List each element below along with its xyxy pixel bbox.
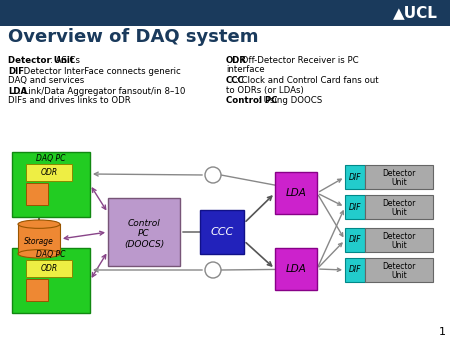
Bar [26, 164, 72, 181]
Text: LDA: LDA [8, 87, 27, 96]
Text: DIFs and drives links to ODR: DIFs and drives links to ODR [8, 96, 131, 105]
Bar [18, 224, 60, 254]
Circle shape [205, 262, 221, 278]
Text: PC: PC [138, 230, 150, 239]
Text: : ASICs: : ASICs [50, 56, 80, 65]
Text: : Off-Detector Receiver is PC: : Off-Detector Receiver is PC [236, 56, 358, 65]
Text: DAQ and services: DAQ and services [8, 76, 84, 85]
Bar [26, 260, 72, 277]
Text: DIF: DIF [349, 172, 361, 182]
Text: Detector: Detector [382, 199, 416, 208]
Bar [26, 279, 48, 301]
Ellipse shape [18, 250, 60, 258]
Text: : Using DOOCS: : Using DOOCS [258, 96, 323, 105]
Text: Overview of DAQ system: Overview of DAQ system [8, 28, 258, 46]
Bar [200, 210, 244, 254]
Text: Control: Control [128, 219, 160, 228]
Text: 1: 1 [438, 327, 446, 337]
Bar [26, 183, 48, 205]
Bar [365, 258, 433, 282]
Text: Detector Unit: Detector Unit [8, 56, 74, 65]
Text: DAQ PC: DAQ PC [36, 250, 66, 260]
Bar [365, 195, 433, 219]
Text: Unit: Unit [391, 208, 407, 217]
Text: ▲UCL: ▲UCL [392, 5, 437, 21]
Text: DAQ PC: DAQ PC [36, 154, 66, 164]
Text: Storage: Storage [24, 237, 54, 245]
Bar [365, 228, 433, 252]
Ellipse shape [18, 220, 60, 228]
Text: ODR: ODR [226, 56, 247, 65]
Text: CCC: CCC [211, 227, 234, 237]
Text: Control PC: Control PC [226, 96, 278, 105]
Text: : Link/Data Aggregator fansout/in 8–10: : Link/Data Aggregator fansout/in 8–10 [18, 87, 185, 96]
Bar [345, 165, 365, 189]
Text: interface: interface [226, 66, 265, 74]
Bar [0, 0, 450, 26]
Text: Unit: Unit [391, 178, 407, 187]
Text: ODR: ODR [40, 264, 58, 273]
Bar [345, 258, 365, 282]
Circle shape [205, 167, 221, 183]
Bar [12, 248, 90, 313]
Text: Unit: Unit [391, 271, 407, 280]
Text: Detector: Detector [382, 169, 416, 178]
Text: DIF: DIF [8, 67, 24, 75]
Text: ODR: ODR [40, 168, 58, 177]
Bar [275, 172, 317, 214]
Bar [365, 165, 433, 189]
Text: Unit: Unit [391, 241, 407, 250]
Bar [108, 198, 180, 266]
Text: DIF: DIF [349, 236, 361, 244]
Text: LDA: LDA [286, 264, 306, 274]
Text: to ODRs (or LDAs): to ODRs (or LDAs) [226, 86, 304, 95]
Text: Detector: Detector [382, 262, 416, 271]
Text: : Detector InterFace connects generic: : Detector InterFace connects generic [18, 67, 180, 75]
Bar [345, 228, 365, 252]
Text: (DOOCS): (DOOCS) [124, 240, 164, 248]
Text: : Clock and Control Card fans out: : Clock and Control Card fans out [236, 76, 378, 85]
Text: DIF: DIF [349, 202, 361, 212]
Text: CCC: CCC [226, 76, 245, 85]
Text: LDA: LDA [286, 188, 306, 198]
Text: DIF: DIF [349, 266, 361, 274]
Text: Detector: Detector [382, 232, 416, 241]
Bar [12, 152, 90, 217]
Bar [275, 248, 317, 290]
Bar [345, 195, 365, 219]
